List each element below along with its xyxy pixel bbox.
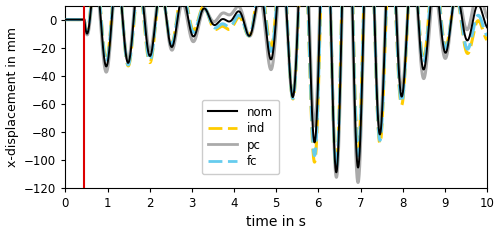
ind: [84, 31, 89, 33]
pc: [375, 112, 381, 115]
nom: [375, 118, 381, 121]
ind: [312, 160, 318, 163]
fc: [84, 31, 89, 34]
ind: [330, 116, 336, 119]
fc: [330, 116, 336, 119]
nom: [84, 32, 89, 35]
pc: [312, 124, 318, 127]
nom: [398, 91, 404, 94]
fc: [398, 97, 404, 100]
nom: [334, 171, 340, 174]
pc: [215, 16, 221, 19]
nom: [484, 26, 490, 29]
ind: [62, 18, 68, 21]
nom: [215, 21, 221, 24]
nom: [330, 117, 336, 120]
fc: [312, 153, 318, 156]
ind: [484, 39, 490, 41]
nom: [62, 18, 68, 21]
fc: [62, 18, 68, 21]
ind: [375, 125, 381, 128]
Line: pc: pc: [66, 0, 487, 183]
pc: [62, 18, 68, 21]
fc: [333, 167, 339, 170]
Line: fc: fc: [66, 0, 487, 168]
Line: ind: ind: [66, 0, 487, 167]
Legend: nom, ind, pc, fc: nom, ind, pc, fc: [202, 100, 279, 174]
fc: [375, 122, 381, 125]
Y-axis label: x-displacement in mm: x-displacement in mm: [6, 27, 18, 167]
fc: [215, 25, 221, 28]
ind: [398, 101, 404, 103]
ind: [333, 165, 339, 168]
pc: [398, 83, 404, 86]
fc: [484, 34, 490, 37]
pc: [84, 33, 89, 35]
pc: [484, 16, 490, 18]
X-axis label: time in s: time in s: [246, 215, 306, 229]
pc: [355, 181, 361, 184]
nom: [312, 140, 318, 143]
ind: [215, 27, 221, 30]
Line: nom: nom: [66, 0, 487, 172]
pc: [330, 119, 336, 122]
